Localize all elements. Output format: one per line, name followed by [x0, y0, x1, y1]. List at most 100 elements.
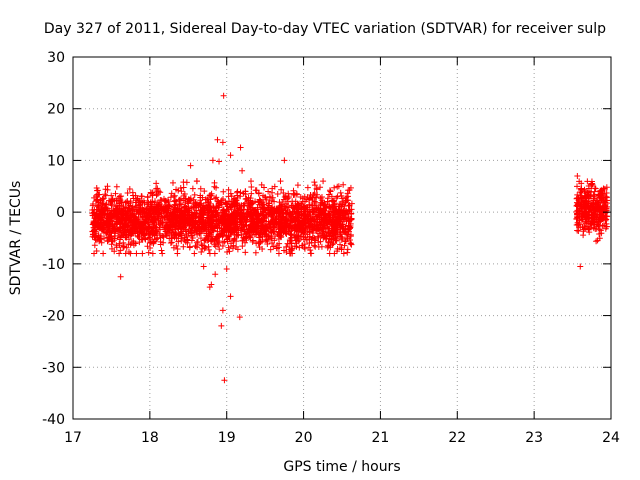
data-point: [146, 206, 153, 213]
data-point: [126, 186, 133, 193]
data-point: [340, 181, 347, 188]
data-point: [153, 203, 160, 210]
data-point: [237, 144, 244, 151]
data-point: [157, 238, 164, 245]
data-point: [166, 203, 173, 210]
data-point: [592, 185, 599, 192]
data-point: [197, 185, 204, 192]
data-point: [230, 237, 237, 244]
data-point: [191, 191, 198, 198]
data-point: [239, 237, 246, 244]
data-point: [582, 225, 589, 232]
data-point: [334, 193, 341, 200]
data-point: [106, 234, 113, 241]
data-point: [108, 192, 115, 199]
data-point: [118, 229, 125, 236]
data-point: [248, 190, 255, 197]
data-point: [174, 225, 181, 232]
data-point: [243, 195, 250, 202]
data-point: [199, 194, 206, 201]
data-point: [293, 191, 300, 198]
data-point: [301, 241, 308, 248]
data-point: [149, 189, 156, 196]
data-point: [139, 250, 146, 257]
data-point: [205, 236, 212, 243]
data-point: [331, 229, 338, 236]
data-point: [574, 213, 581, 220]
data-point: [189, 185, 196, 192]
data-point: [248, 178, 255, 185]
data-point: [346, 202, 353, 209]
data-point: [271, 198, 278, 205]
data-point: [268, 239, 275, 246]
data-point: [184, 239, 191, 246]
data-point: [232, 232, 239, 239]
data-point: [280, 227, 287, 234]
data-point: [203, 199, 210, 206]
data-point: [220, 195, 227, 202]
data-point: [269, 194, 276, 201]
data-point: [269, 211, 276, 218]
data-point: [226, 248, 233, 255]
data-point: [340, 250, 347, 257]
data-point: [313, 185, 320, 192]
data-point: [227, 190, 234, 197]
data-point: [155, 215, 162, 222]
data-point: [337, 189, 344, 196]
data-point: [219, 139, 226, 146]
data-point: [328, 219, 335, 226]
tick-labels: 17 18 19 20 21 22 23 24 -40 -30 -20 -10 0 10 20 30: [42, 50, 620, 446]
data-point: [240, 221, 247, 228]
data-point: [215, 198, 222, 205]
data-point: [582, 204, 589, 211]
data-point: [201, 219, 208, 226]
data-point: [168, 229, 175, 236]
data-point: [334, 219, 341, 226]
data-point: [288, 232, 295, 239]
data-point: [211, 250, 218, 257]
data-point: [276, 205, 283, 212]
data-point: [316, 216, 323, 223]
data-point: [202, 244, 209, 251]
data-point: [330, 198, 337, 205]
data-point: [580, 200, 587, 207]
data-point: [103, 201, 110, 208]
data-point: [348, 210, 355, 217]
data-point: [216, 246, 223, 253]
data-point: [174, 205, 181, 212]
data-point: [261, 215, 268, 222]
data-point: [259, 233, 266, 240]
data-point: [296, 208, 303, 215]
data-point: [153, 228, 160, 235]
data-point: [252, 206, 259, 213]
data-point: [185, 205, 192, 212]
data-point: [603, 193, 610, 200]
data-point: [590, 219, 597, 226]
data-point: [232, 221, 239, 228]
data-point: [188, 197, 195, 204]
data-point: [573, 208, 580, 215]
data-point: [216, 202, 223, 209]
data-point: [205, 209, 212, 216]
data-point: [344, 249, 351, 256]
data-point: [118, 216, 125, 223]
data-point: [292, 198, 299, 205]
data-point: [129, 189, 136, 196]
data-point: [597, 202, 604, 209]
data-point: [229, 226, 236, 233]
data-point: [154, 213, 161, 220]
data-point: [94, 191, 101, 198]
data-point: [324, 214, 331, 221]
data-point: [283, 248, 290, 255]
data-point: [247, 221, 254, 228]
data-point: [304, 215, 311, 222]
data-point: [91, 242, 98, 249]
data-point: [185, 200, 192, 207]
data-point: [125, 241, 132, 248]
data-point: [247, 232, 254, 239]
data-point: [312, 182, 319, 189]
data-point: [254, 213, 261, 220]
data-point: [599, 222, 606, 229]
data-point: [146, 240, 153, 247]
data-point: [212, 195, 219, 202]
